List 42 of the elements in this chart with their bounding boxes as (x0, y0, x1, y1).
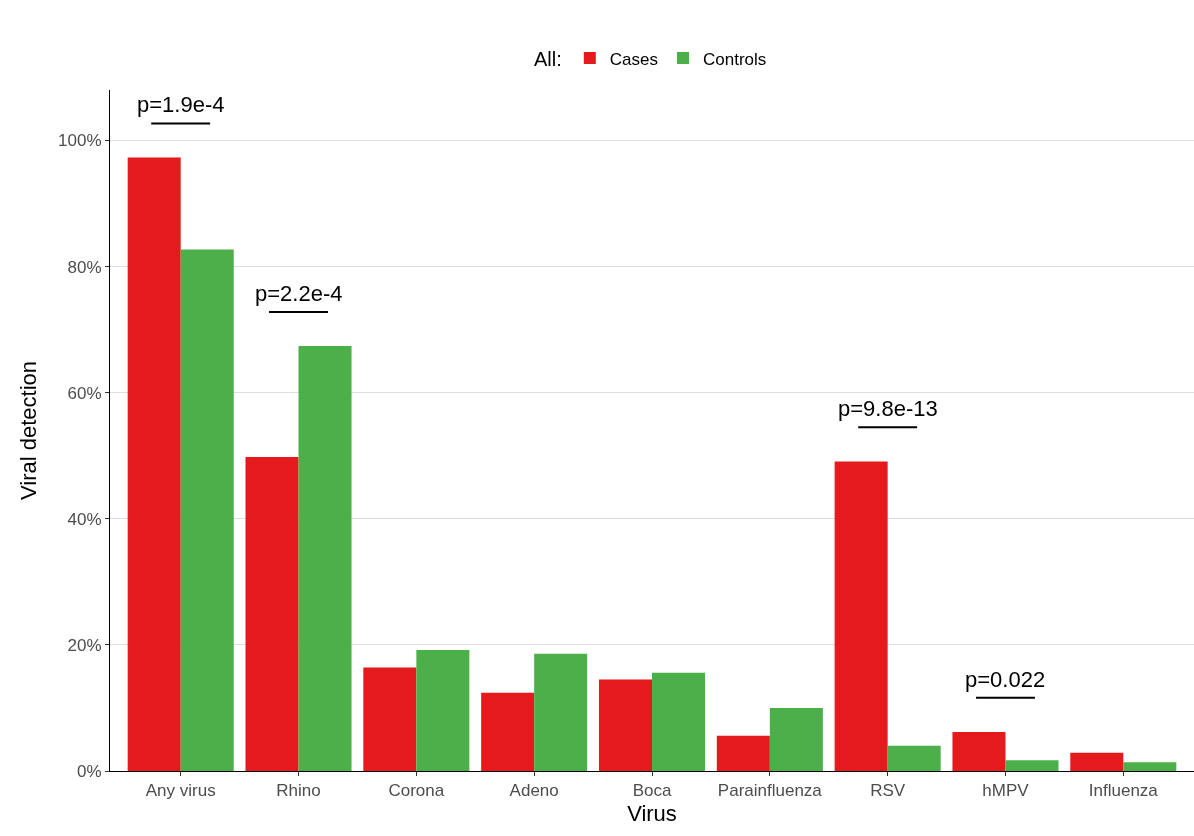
annotation: p=1.9e-4 (137, 92, 225, 117)
x-axis-title: Virus (627, 801, 677, 827)
y-tick-label: 0% (77, 761, 102, 781)
bar (363, 667, 417, 771)
bar (598, 679, 652, 771)
bar (481, 692, 535, 771)
x-tick-label: Rhino (276, 781, 321, 801)
x-tick-label: hMPV (982, 781, 1030, 801)
bar (834, 461, 888, 771)
bar (887, 745, 941, 771)
bar (652, 672, 706, 771)
bar (127, 157, 181, 771)
x-tick-label: RSV (870, 781, 906, 801)
annotation: p=9.8e-13 (838, 396, 938, 421)
bar (1123, 762, 1177, 771)
annotation: p=0.022 (965, 667, 1046, 692)
bar (1005, 760, 1059, 771)
bar (534, 653, 588, 771)
bar (769, 707, 823, 771)
bar (1070, 752, 1124, 771)
bar (716, 735, 770, 771)
x-tick-label: Influenza (1088, 781, 1159, 801)
legend-label: Cases (609, 49, 658, 69)
x-tick-label: Boca (632, 781, 672, 801)
bar (245, 456, 299, 771)
annotation: p=2.2e-4 (255, 281, 343, 306)
x-tick-label: Parainfluenza (717, 781, 823, 801)
y-tick-label: 100% (58, 131, 102, 151)
y-tick-label: 80% (67, 257, 102, 277)
legend-title: All: (534, 48, 562, 71)
x-tick-label: Adeno (509, 781, 559, 801)
bar (416, 649, 470, 771)
y-axis-title: Viral detection (15, 360, 41, 501)
bar (180, 249, 234, 771)
y-tick-label: 20% (67, 635, 102, 655)
y-tick-label: 60% (67, 383, 102, 403)
x-tick-label: Any virus (145, 781, 216, 801)
x-tick-label: Corona (388, 781, 445, 801)
bar (298, 346, 352, 771)
y-tick-label: 40% (67, 509, 102, 529)
bar (952, 731, 1006, 771)
legend-label: Controls (702, 49, 767, 69)
